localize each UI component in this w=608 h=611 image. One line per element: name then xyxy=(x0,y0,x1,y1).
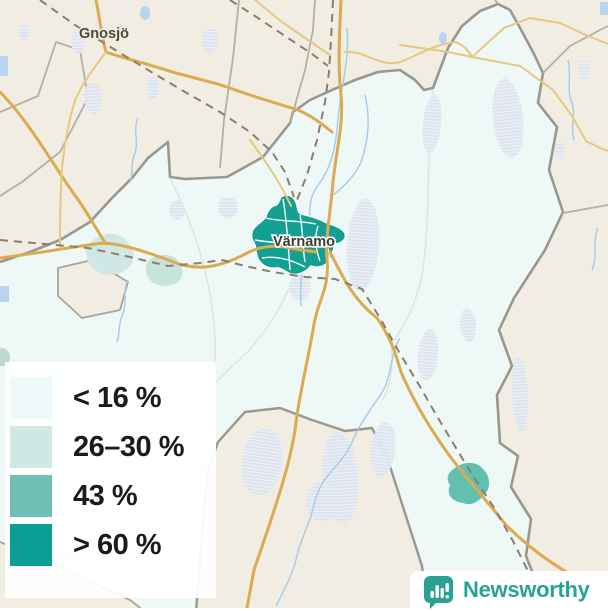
bar-chart-speech-bubble-icon xyxy=(424,575,453,609)
legend-swatch-gt60 xyxy=(10,524,52,566)
legend-swatch-26-30 xyxy=(10,426,52,468)
legend-swatch-lt16 xyxy=(10,377,52,419)
municipal-border xyxy=(0,2,565,608)
legend-label: > 60 % xyxy=(73,528,162,561)
neighbor-borders xyxy=(0,0,608,214)
newsworthy-branding[interactable]: Newsworthy xyxy=(410,571,608,609)
town-label-varnamo: Värnamo xyxy=(273,234,335,250)
choropleth-varnamo-cluster xyxy=(250,194,347,276)
legend-row: < 16 % xyxy=(10,377,216,419)
legend-swatch-43 xyxy=(10,475,52,517)
roads-minor xyxy=(59,0,608,249)
brand-name: Newsworthy xyxy=(463,576,590,602)
town-label-gnosjo: Gnosjö xyxy=(79,26,129,42)
legend-row: 26–30 % xyxy=(10,426,216,468)
legend-label: < 16 % xyxy=(73,381,162,414)
legend: < 16 % 26–30 % 43 % > 60 % xyxy=(5,362,216,598)
marsh-patches xyxy=(19,24,590,524)
legend-label: 43 % xyxy=(73,479,138,512)
legend-row: > 60 % xyxy=(10,524,216,566)
railways xyxy=(0,0,540,603)
legend-row: 43 % xyxy=(10,475,216,517)
legend-label: 26–30 % xyxy=(73,430,185,463)
lakes xyxy=(0,2,608,366)
